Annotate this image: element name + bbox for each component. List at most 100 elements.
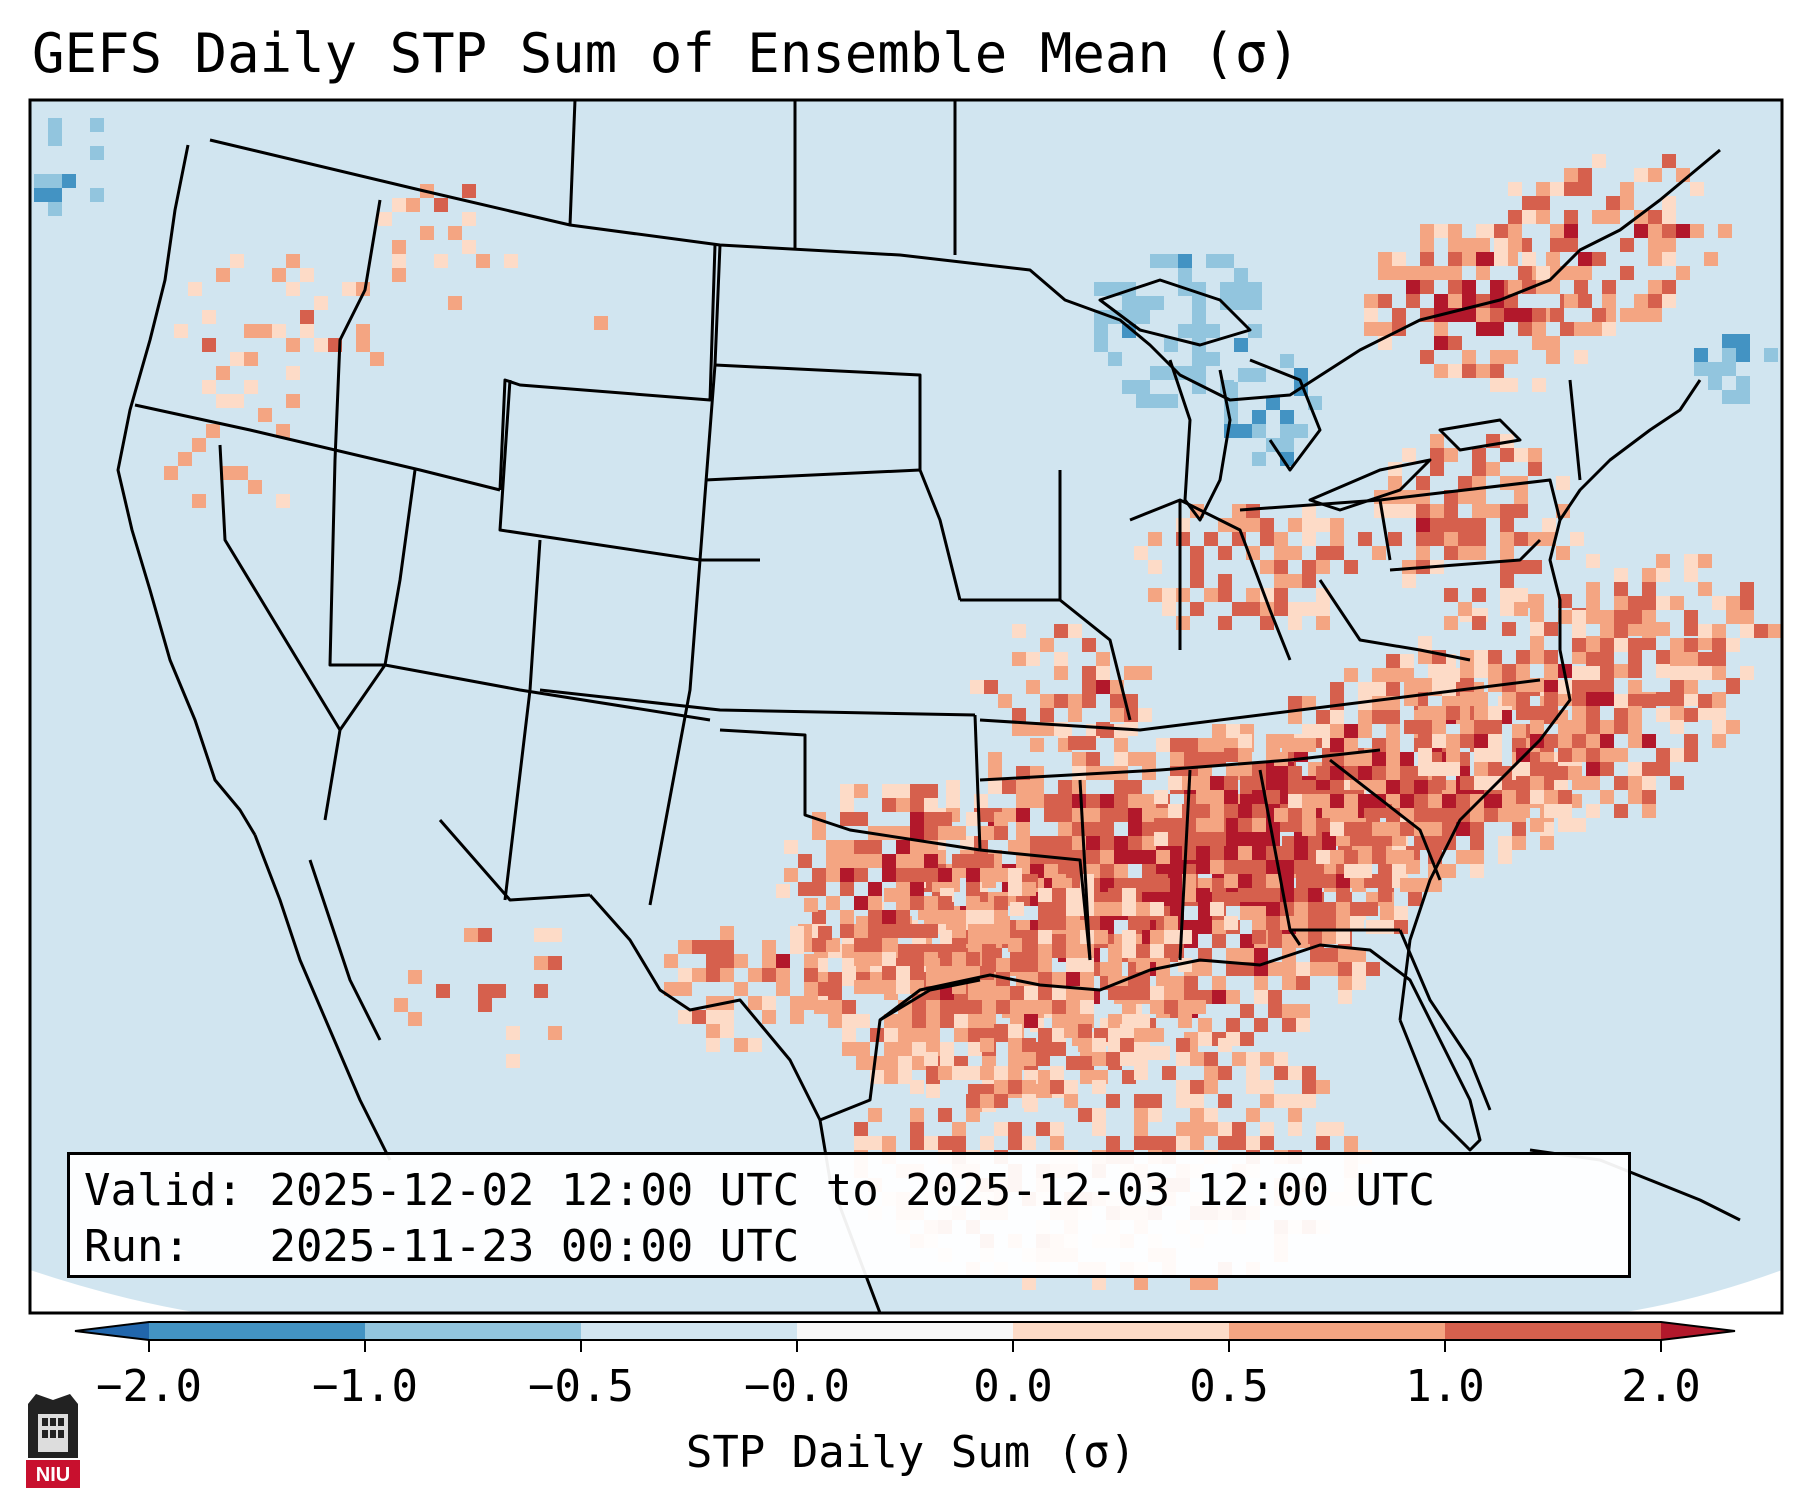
stp-cell bbox=[1226, 724, 1240, 738]
stp-cell bbox=[1430, 532, 1444, 546]
stp-cell bbox=[804, 982, 818, 996]
stp-cell bbox=[1500, 546, 1514, 560]
stp-cell bbox=[1456, 850, 1470, 864]
stp-cell bbox=[1358, 864, 1372, 878]
stp-cell bbox=[1302, 1080, 1316, 1094]
stp-cell bbox=[1514, 560, 1528, 574]
stp-cell bbox=[1502, 790, 1516, 804]
colorbar-segment bbox=[149, 1322, 365, 1340]
stp-cell bbox=[1068, 624, 1082, 638]
stp-cell bbox=[1684, 734, 1698, 748]
stp-cell bbox=[1400, 822, 1414, 836]
stp-cell bbox=[1428, 808, 1442, 822]
stp-cell bbox=[1316, 1122, 1330, 1136]
stp-cell bbox=[1038, 1070, 1052, 1084]
stp-cell bbox=[1344, 822, 1358, 836]
stp-cell bbox=[1268, 934, 1282, 948]
stp-cell bbox=[952, 1066, 966, 1080]
stp-cell bbox=[90, 146, 104, 160]
stp-cell bbox=[1330, 710, 1344, 724]
stp-cell bbox=[1500, 518, 1514, 532]
stp-cell bbox=[1600, 624, 1614, 638]
stp-cell bbox=[1246, 1080, 1260, 1094]
stp-cell bbox=[1168, 776, 1182, 790]
stp-cell bbox=[1096, 680, 1110, 694]
stp-cell bbox=[1620, 308, 1634, 322]
stp-cell bbox=[1302, 1066, 1316, 1080]
projection-edge-se bbox=[1620, 1270, 1782, 1313]
border-il-in-oh bbox=[1129, 498, 1292, 661]
stp-cell bbox=[258, 408, 272, 422]
stp-cell bbox=[1712, 624, 1726, 638]
stp-cell bbox=[1240, 948, 1254, 962]
stp-cell bbox=[1252, 846, 1266, 860]
stp-cell bbox=[1052, 972, 1066, 986]
stp-cell bbox=[1274, 560, 1288, 574]
stp-cell bbox=[1122, 986, 1136, 1000]
stp-cell bbox=[1628, 622, 1642, 636]
stp-cell bbox=[1364, 294, 1378, 308]
stp-cell bbox=[1330, 1122, 1344, 1136]
stp-cell bbox=[1542, 532, 1556, 546]
stp-cell bbox=[1092, 1080, 1106, 1094]
stp-cell bbox=[1550, 182, 1564, 196]
stp-cell bbox=[1288, 602, 1302, 616]
stp-cell bbox=[1044, 808, 1058, 822]
stp-cell bbox=[1010, 986, 1024, 1000]
stp-cell bbox=[952, 910, 966, 924]
stp-cell bbox=[910, 784, 924, 798]
stp-cell bbox=[784, 868, 798, 882]
stp-cell bbox=[1558, 790, 1572, 804]
stp-cell bbox=[1106, 1052, 1120, 1066]
stp-cell bbox=[910, 1108, 924, 1122]
stp-cell bbox=[1308, 888, 1322, 902]
stp-cell bbox=[994, 826, 1008, 840]
stp-cell bbox=[678, 1010, 692, 1024]
stp-cell bbox=[1178, 254, 1192, 268]
stp-cell bbox=[1600, 664, 1614, 678]
stp-cell bbox=[868, 910, 882, 924]
stp-cell bbox=[1656, 650, 1670, 664]
stp-cell bbox=[1512, 836, 1526, 850]
stp-cell bbox=[1008, 1080, 1022, 1094]
stp-cell bbox=[1578, 266, 1592, 280]
stp-cell bbox=[912, 1028, 926, 1042]
stp-cell bbox=[1316, 546, 1330, 560]
stp-cell bbox=[854, 868, 868, 882]
stp-cell bbox=[1578, 294, 1592, 308]
stp-cell bbox=[1530, 762, 1544, 776]
stp-cell bbox=[790, 926, 804, 940]
stp-cell bbox=[1628, 664, 1642, 678]
stp-cell bbox=[1170, 738, 1184, 752]
stp-cell bbox=[1178, 1000, 1192, 1014]
stp-cell bbox=[1602, 322, 1616, 336]
stp-cell bbox=[1204, 1108, 1218, 1122]
stp-cell bbox=[926, 1084, 940, 1098]
stp-cell bbox=[1294, 860, 1308, 874]
lake-michigan bbox=[1168, 359, 1232, 522]
stp-cell bbox=[1558, 818, 1572, 832]
stp-cell bbox=[1142, 864, 1156, 878]
stp-cell bbox=[1190, 1108, 1204, 1122]
stp-cell bbox=[1572, 734, 1586, 748]
stp-cell bbox=[748, 968, 762, 982]
stp-cell bbox=[1572, 748, 1586, 762]
stp-cell bbox=[1064, 1024, 1078, 1038]
stp-cell bbox=[882, 798, 896, 812]
stp-cell bbox=[1378, 252, 1392, 266]
stp-cell bbox=[1386, 668, 1400, 682]
stp-cell bbox=[1080, 1000, 1094, 1014]
stp-cell bbox=[1176, 588, 1190, 602]
stp-cell bbox=[1036, 1052, 1050, 1066]
stp-cell bbox=[1288, 766, 1302, 780]
stp-cell bbox=[1050, 1066, 1064, 1080]
stp-cell bbox=[1366, 920, 1380, 934]
stp-cell bbox=[812, 938, 826, 952]
stp-cell bbox=[1316, 794, 1330, 808]
stp-cell bbox=[408, 970, 422, 984]
stp-cell bbox=[1120, 1052, 1134, 1066]
stp-cell bbox=[1150, 1028, 1164, 1042]
stp-cell bbox=[1226, 962, 1240, 976]
stp-cell bbox=[1038, 916, 1052, 930]
projection-edge-sw bbox=[30, 1270, 200, 1313]
